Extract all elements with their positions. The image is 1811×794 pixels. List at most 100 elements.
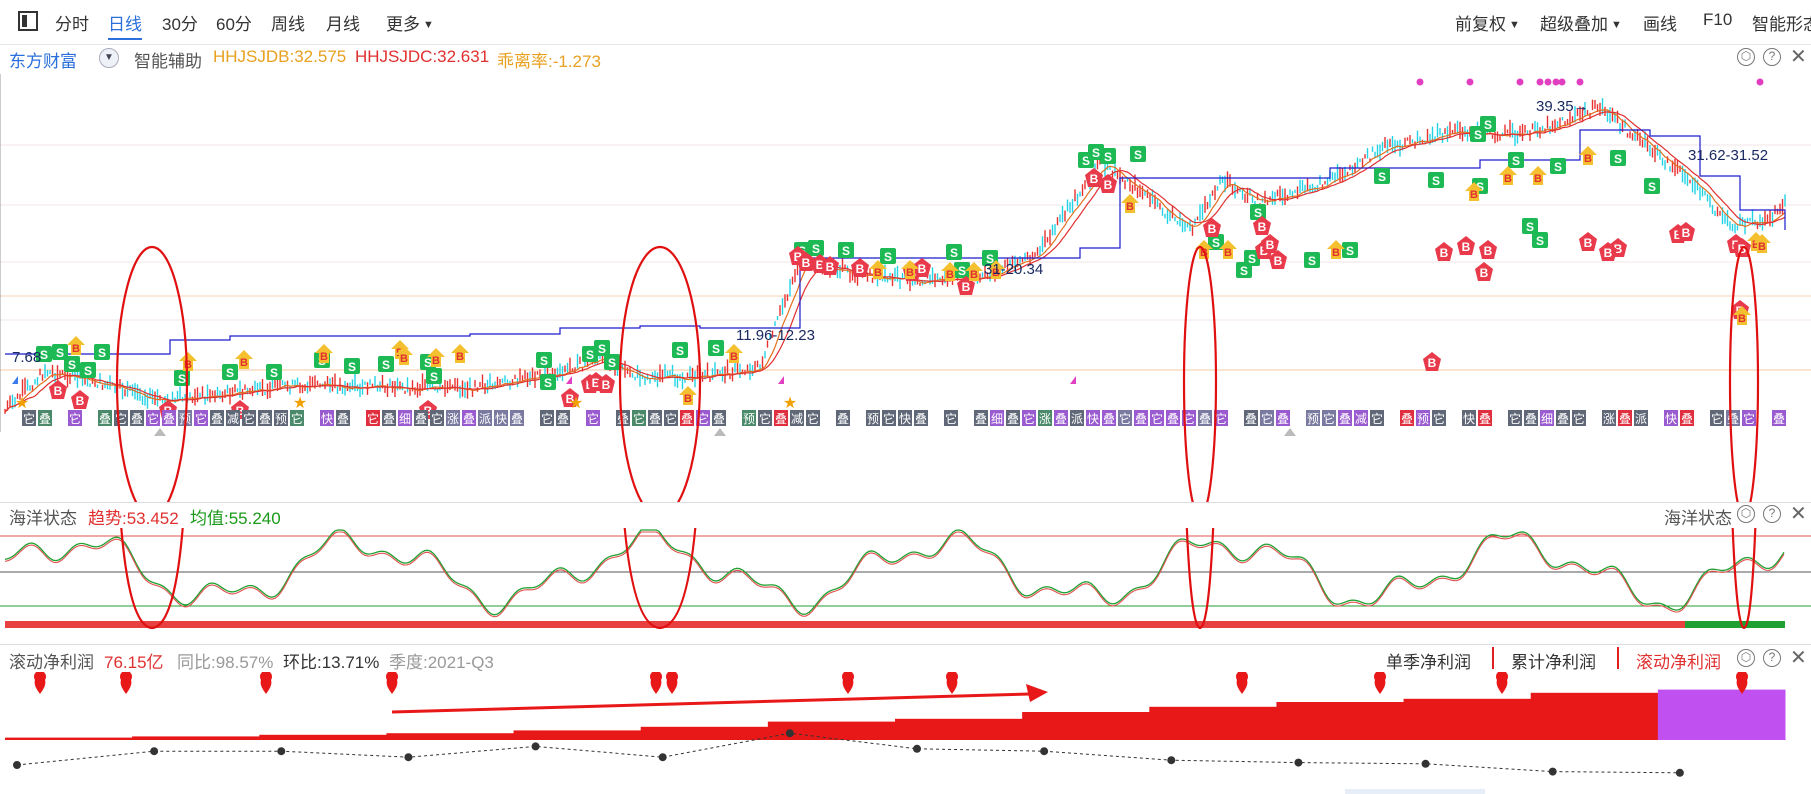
tab-daily[interactable]: 日线 [108,10,142,40]
more-menu[interactable]: 更多 ▼ [386,10,434,35]
buy-signal-label: B [1604,246,1613,260]
close-icon[interactable]: ✕ [1790,46,1807,68]
help-icon[interactable]: ? [1763,649,1781,667]
buy-signal-icon: B [1475,262,1493,281]
buy-signal-label: B [794,250,803,264]
event-tag [1322,410,1336,426]
event-tag [146,410,160,426]
event-tag [1664,410,1678,426]
buy-signal-label: B [456,351,464,363]
buy-signal-icon: B [1499,166,1517,185]
event-tag-label: 预 [1417,412,1429,426]
signal-dot [1466,78,1474,86]
sell-signal-label: S [1134,148,1142,162]
settings-icon[interactable]: ⬡ [1737,649,1755,667]
tab-30min[interactable]: 30分 [162,15,198,34]
profit-title: 滚动净利润 [9,653,94,672]
profit-yoy: 同比:98.57% [177,653,274,672]
sell-signal-shape [1374,168,1390,184]
buy-signal-label: B [1752,239,1760,251]
buy-signal-label: B [432,355,440,367]
price-annotation: 7.68 [12,349,41,366]
buy-signal-label: B [76,394,85,408]
help-icon[interactable]: ? [1763,505,1781,523]
buy-signal-icon: B [1261,234,1279,253]
smart-pattern-button[interactable]: 智能形态 [1752,15,1811,34]
event-tag-label: 叠 [557,412,569,426]
highlight-ellipse [1185,528,1215,630]
event-pin-icon [120,672,132,694]
help-icon[interactable]: ? [1763,48,1781,66]
tab-single-quarter-profit[interactable]: 单季净利润 [1386,653,1471,672]
sell-signal-shape [838,242,854,258]
panel-divider [0,644,1811,645]
event-tag [1618,410,1632,426]
sell-signal-icon: S [1532,232,1548,248]
event-tag-label: 派 [479,412,491,426]
profit-chart[interactable] [0,672,1811,794]
sell-signal-label: S [424,356,432,370]
adjust-menu[interactable]: 前复权 ▼ [1455,10,1520,35]
event-tag [1370,410,1384,426]
sell-signal-shape [94,344,110,360]
buy-signal-shape [901,260,919,279]
event-tag [774,410,788,426]
event-tag-label: 它 [1743,411,1755,426]
event-tag-label: 它 [291,411,303,426]
star-icon: ★ [15,395,29,412]
sell-signal-icon: S [1374,168,1390,184]
overlay-menu[interactable]: 超级叠加 ▼ [1540,10,1622,35]
tab-cumulative-profit[interactable]: 累计净利润 [1511,653,1596,672]
buy-signal-label: B [1758,241,1766,253]
event-tag [1400,410,1414,426]
event-tag-label: 它 [23,411,35,426]
tab-60min[interactable]: 60分 [216,15,252,34]
f10-button[interactable]: F10 [1703,10,1733,29]
marker-triangle [714,428,726,436]
sidebar-toggle-icon[interactable] [18,11,38,31]
event-tag [1524,410,1538,426]
event-tag-label: 它 [1023,411,1035,426]
event-tag [1462,410,1476,426]
event-tag [68,410,82,426]
tab-monthly[interactable]: 月线 [326,15,360,34]
sell-signal-icon: S [1244,250,1260,266]
event-tag-label: 叠 [163,412,175,426]
buy-signal-icon: B [597,374,615,393]
chevron-down-icon[interactable]: ▼ [99,48,119,68]
settings-icon[interactable]: ⬡ [1737,505,1755,523]
deviation-value: 乖离率:-1.273 [497,52,601,71]
eps-point [785,729,794,738]
close-icon[interactable]: ✕ [1790,647,1807,669]
highlight-ellipse [120,528,184,630]
buy-signal-icon: B [1529,166,1547,185]
buy-signal-shape [987,260,1005,279]
event-tag-label: 它 [195,411,207,426]
stock-name[interactable]: 东方财富 [9,52,77,71]
buy-signal-icon: B [965,262,983,281]
settings-icon[interactable]: ⬡ [1737,48,1755,66]
profit-bar [513,730,642,740]
buy-signal-icon: B [725,344,743,363]
event-tag-label: 叠 [975,412,987,426]
tab-rolling-profit[interactable]: 滚动净利润 [1636,653,1721,672]
tab-weekly[interactable]: 周线 [271,15,305,34]
tab-intraday[interactable]: 分时 [55,15,89,34]
event-tag-label: 叠 [211,412,223,426]
support-step-line [5,129,1786,355]
ocean-chart[interactable] [0,528,1811,644]
event-tag-label: 叠 [1727,412,1739,426]
event-tag [1306,410,1320,426]
event-tag [790,410,804,426]
event-tag-label: 涨 [447,411,459,426]
draw-line-button[interactable]: 画线 [1643,15,1677,34]
buy-signal-icon: B [71,390,89,409]
price-annotation: 31-20.34 [984,261,1043,278]
event-tag-label: 叠 [383,412,395,426]
close-icon[interactable]: ✕ [1790,503,1807,525]
event-tag [1276,410,1290,426]
event-tag [1540,410,1554,426]
sell-signal-shape [1208,234,1224,250]
event-tag [898,410,912,426]
